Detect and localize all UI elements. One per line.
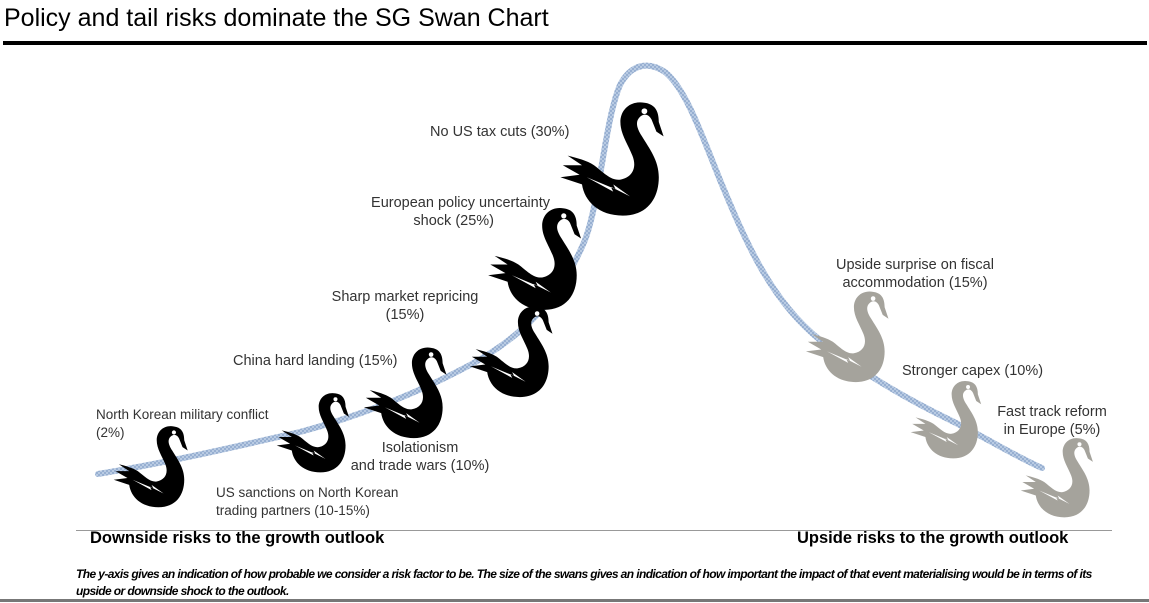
label-reform-line1: Fast track reform — [997, 404, 1107, 420]
x-axis-line — [76, 530, 1112, 531]
label-repricing-line1: Sharp market repricing — [331, 289, 479, 305]
label-no-us-tax-cuts: No US tax cuts (30%) — [430, 124, 570, 140]
label-reform-line2: in Europe (5%) — [1003, 422, 1101, 438]
label-isolationism-line1: Isolationism — [381, 440, 459, 456]
label-europe-line2: shock (25%) — [413, 213, 494, 229]
label-north-korea-line2: (2%) — [96, 425, 125, 440]
label-us-sanctions-line1: US sanctions on North Korean — [216, 485, 399, 500]
label-fiscal-line1: Upside surprise on fiscal — [836, 257, 994, 273]
chart-footnote: The y-axis gives an indication of how pr… — [76, 567, 1092, 598]
chart-title: Policy and tail risks dominate the SG Sw… — [4, 4, 549, 32]
label-us-sanctions-line2: trading partners (10-15%) — [216, 503, 370, 518]
label-isolationism-line2: and trade wars (10%) — [350, 458, 490, 474]
label-fiscal-line2: accommodation (15%) — [842, 275, 988, 291]
label-isolationism: Isolationism and trade wars (10%) — [340, 439, 500, 475]
swan-us-sanctions — [276, 393, 349, 473]
label-north-korea-line1: North Korean military conflict — [96, 407, 269, 422]
swan-fiscal-accommodation — [805, 291, 889, 383]
label-european-policy: European policy uncertainty shock (25%) — [352, 194, 550, 230]
label-stronger-capex: Stronger capex (10%) — [902, 363, 1044, 379]
label-fast-track-reform: Fast track reform in Europe (5%) — [988, 403, 1116, 439]
label-sharp-market-repricing: Sharp market repricing (15%) — [316, 288, 494, 324]
title-underline — [3, 41, 1147, 45]
swan-fast-track-reform — [1020, 438, 1093, 518]
x-axis-label-downside: Downside risks to the growth outlook — [90, 529, 385, 547]
label-fiscal-accommodation: Upside surprise on fiscal accommodation … — [820, 256, 1010, 292]
label-north-korea: North Korean military conflict (2%) — [96, 406, 269, 442]
label-china-hard-landing: China hard landing (15%) — [233, 353, 398, 369]
bottom-rule — [0, 599, 1149, 602]
label-us-sanctions: US sanctions on North Korean trading par… — [216, 484, 398, 520]
label-europe-line1: European policy uncertainty — [371, 195, 550, 211]
label-repricing-line2: (15%) — [385, 307, 425, 323]
x-axis-label-upside: Upside risks to the growth outlook — [797, 529, 1069, 547]
